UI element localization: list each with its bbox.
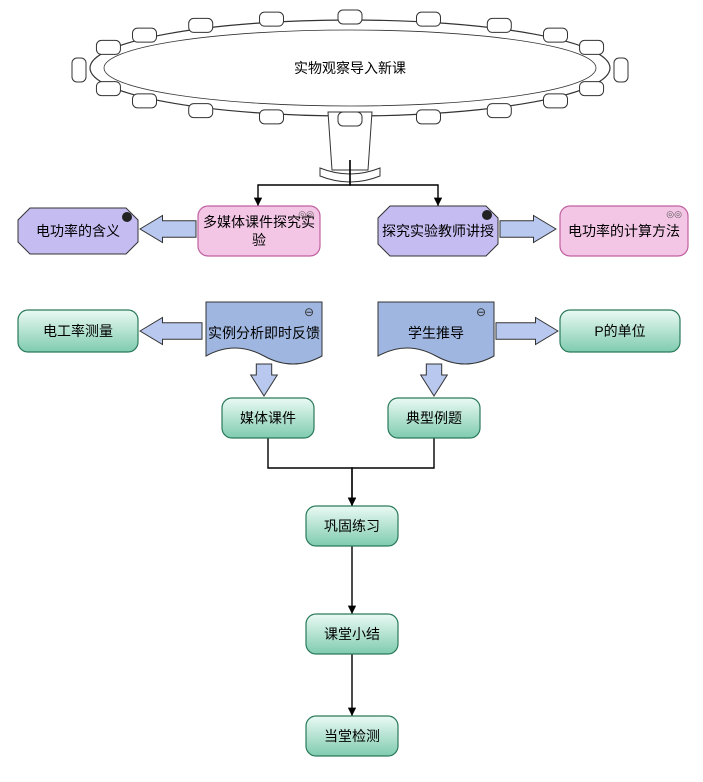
node-n4: 电功率的计算方法◎◎	[560, 206, 688, 256]
node-n11: 巩固练习	[306, 506, 398, 546]
node-label: 媒体课件	[240, 409, 296, 427]
table-label: 实物观察导入新课	[200, 58, 500, 78]
node-n5: 电工率测量	[18, 310, 138, 352]
table-label-text: 实物观察导入新课	[294, 60, 406, 76]
node-label: 学生推导	[408, 324, 464, 342]
node-n8: P的单位	[560, 310, 680, 352]
node-label: 巩固练习	[324, 517, 380, 535]
node-n7: 学生推导 ⊖	[378, 302, 494, 364]
node-n13: 当堂检测	[306, 716, 398, 756]
dot-icon	[122, 212, 132, 222]
node-n10: 典型例题	[388, 398, 480, 438]
node-label: 电功率的计算方法	[568, 222, 680, 240]
node-n3: 探究实验教师讲授	[378, 206, 498, 256]
flowchart-canvas: 实物观察导入新课 电功率的含义 多媒体课件探究实验◎◎ 探究实验教师讲授 电功率的计算…	[0, 0, 703, 782]
node-n9: 媒体课件	[222, 398, 314, 438]
svg-overlay	[0, 0, 703, 782]
theta-icon: ⊖	[476, 305, 486, 321]
cd-icon: ◎◎	[666, 209, 682, 221]
node-label: 电功率的含义	[36, 222, 120, 240]
node-label: 当堂检测	[324, 727, 380, 745]
node-n2: 多媒体课件探究实验◎◎	[198, 206, 320, 256]
node-n1: 电功率的含义	[18, 208, 138, 254]
node-n12: 课堂小结	[306, 614, 398, 654]
cd-icon: ◎◎	[298, 209, 314, 221]
node-n6: 实例分析即时反馈 ⊖	[206, 302, 322, 364]
node-label: 典型例题	[406, 409, 462, 427]
node-label: 实例分析即时反馈	[208, 324, 320, 342]
node-label: 探究实验教师讲授	[382, 222, 494, 240]
theta-icon: ⊖	[304, 305, 314, 321]
dot-icon	[482, 210, 492, 220]
node-label: 课堂小结	[324, 625, 380, 643]
node-label: P的单位	[594, 322, 645, 340]
node-label: 电工率测量	[43, 322, 113, 340]
